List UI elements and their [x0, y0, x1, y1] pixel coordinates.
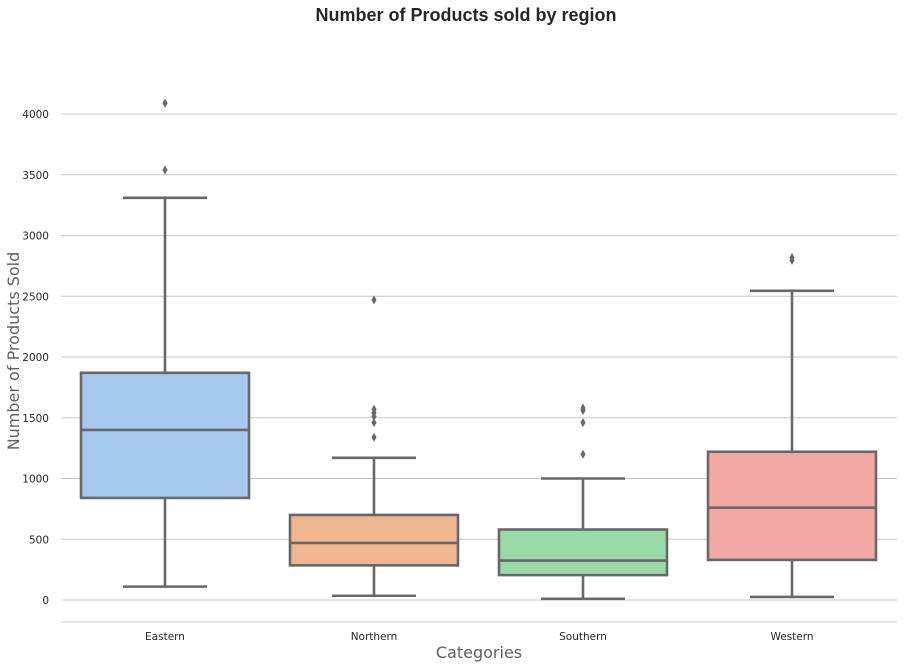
outlier-point [371, 432, 377, 442]
chart-title: Number of Products sold by region [315, 5, 616, 25]
outlier-point [580, 418, 586, 428]
x-tick-label: Northern [351, 631, 398, 643]
x-tick-label: Southern [559, 631, 607, 643]
x-tick-label: Eastern [145, 631, 185, 643]
outlier-point [580, 449, 586, 459]
box-western [706, 252, 878, 599]
box-eastern [79, 98, 251, 588]
outlier-point [162, 165, 168, 175]
iqr-box [79, 371, 251, 500]
outlier-point [789, 252, 795, 262]
y-tick-label: 4000 [22, 109, 49, 121]
tick-labels: 0 500 1000 1500 2000 2500 3000 3500 4000 Eastern N… [22, 109, 813, 643]
x-tick-label: Western [770, 631, 813, 643]
y-tick-label: 0 [42, 595, 49, 607]
y-axis-label: Number of Products Sold [4, 252, 23, 451]
y-tick-label: 3000 [22, 231, 49, 243]
y-tick-label: 1000 [22, 474, 49, 486]
x-axis-label: Categories [436, 643, 522, 662]
iqr-box [706, 450, 878, 562]
y-tick-label: 500 [29, 534, 49, 546]
y-tick-label: 2500 [22, 291, 49, 303]
box-southern [497, 403, 669, 601]
iqr-box [497, 528, 669, 577]
boxes [79, 98, 878, 601]
box-northern [288, 295, 460, 598]
iqr-box [288, 513, 460, 567]
y-tick-label: 1500 [22, 413, 49, 425]
outlier-point [162, 98, 168, 108]
outlier-point [371, 404, 377, 414]
outlier-point [371, 418, 377, 428]
y-tick-label: 3500 [22, 170, 49, 182]
y-tick-label: 2000 [22, 352, 49, 364]
outlier-point [371, 295, 377, 305]
outlier-point [580, 403, 586, 413]
